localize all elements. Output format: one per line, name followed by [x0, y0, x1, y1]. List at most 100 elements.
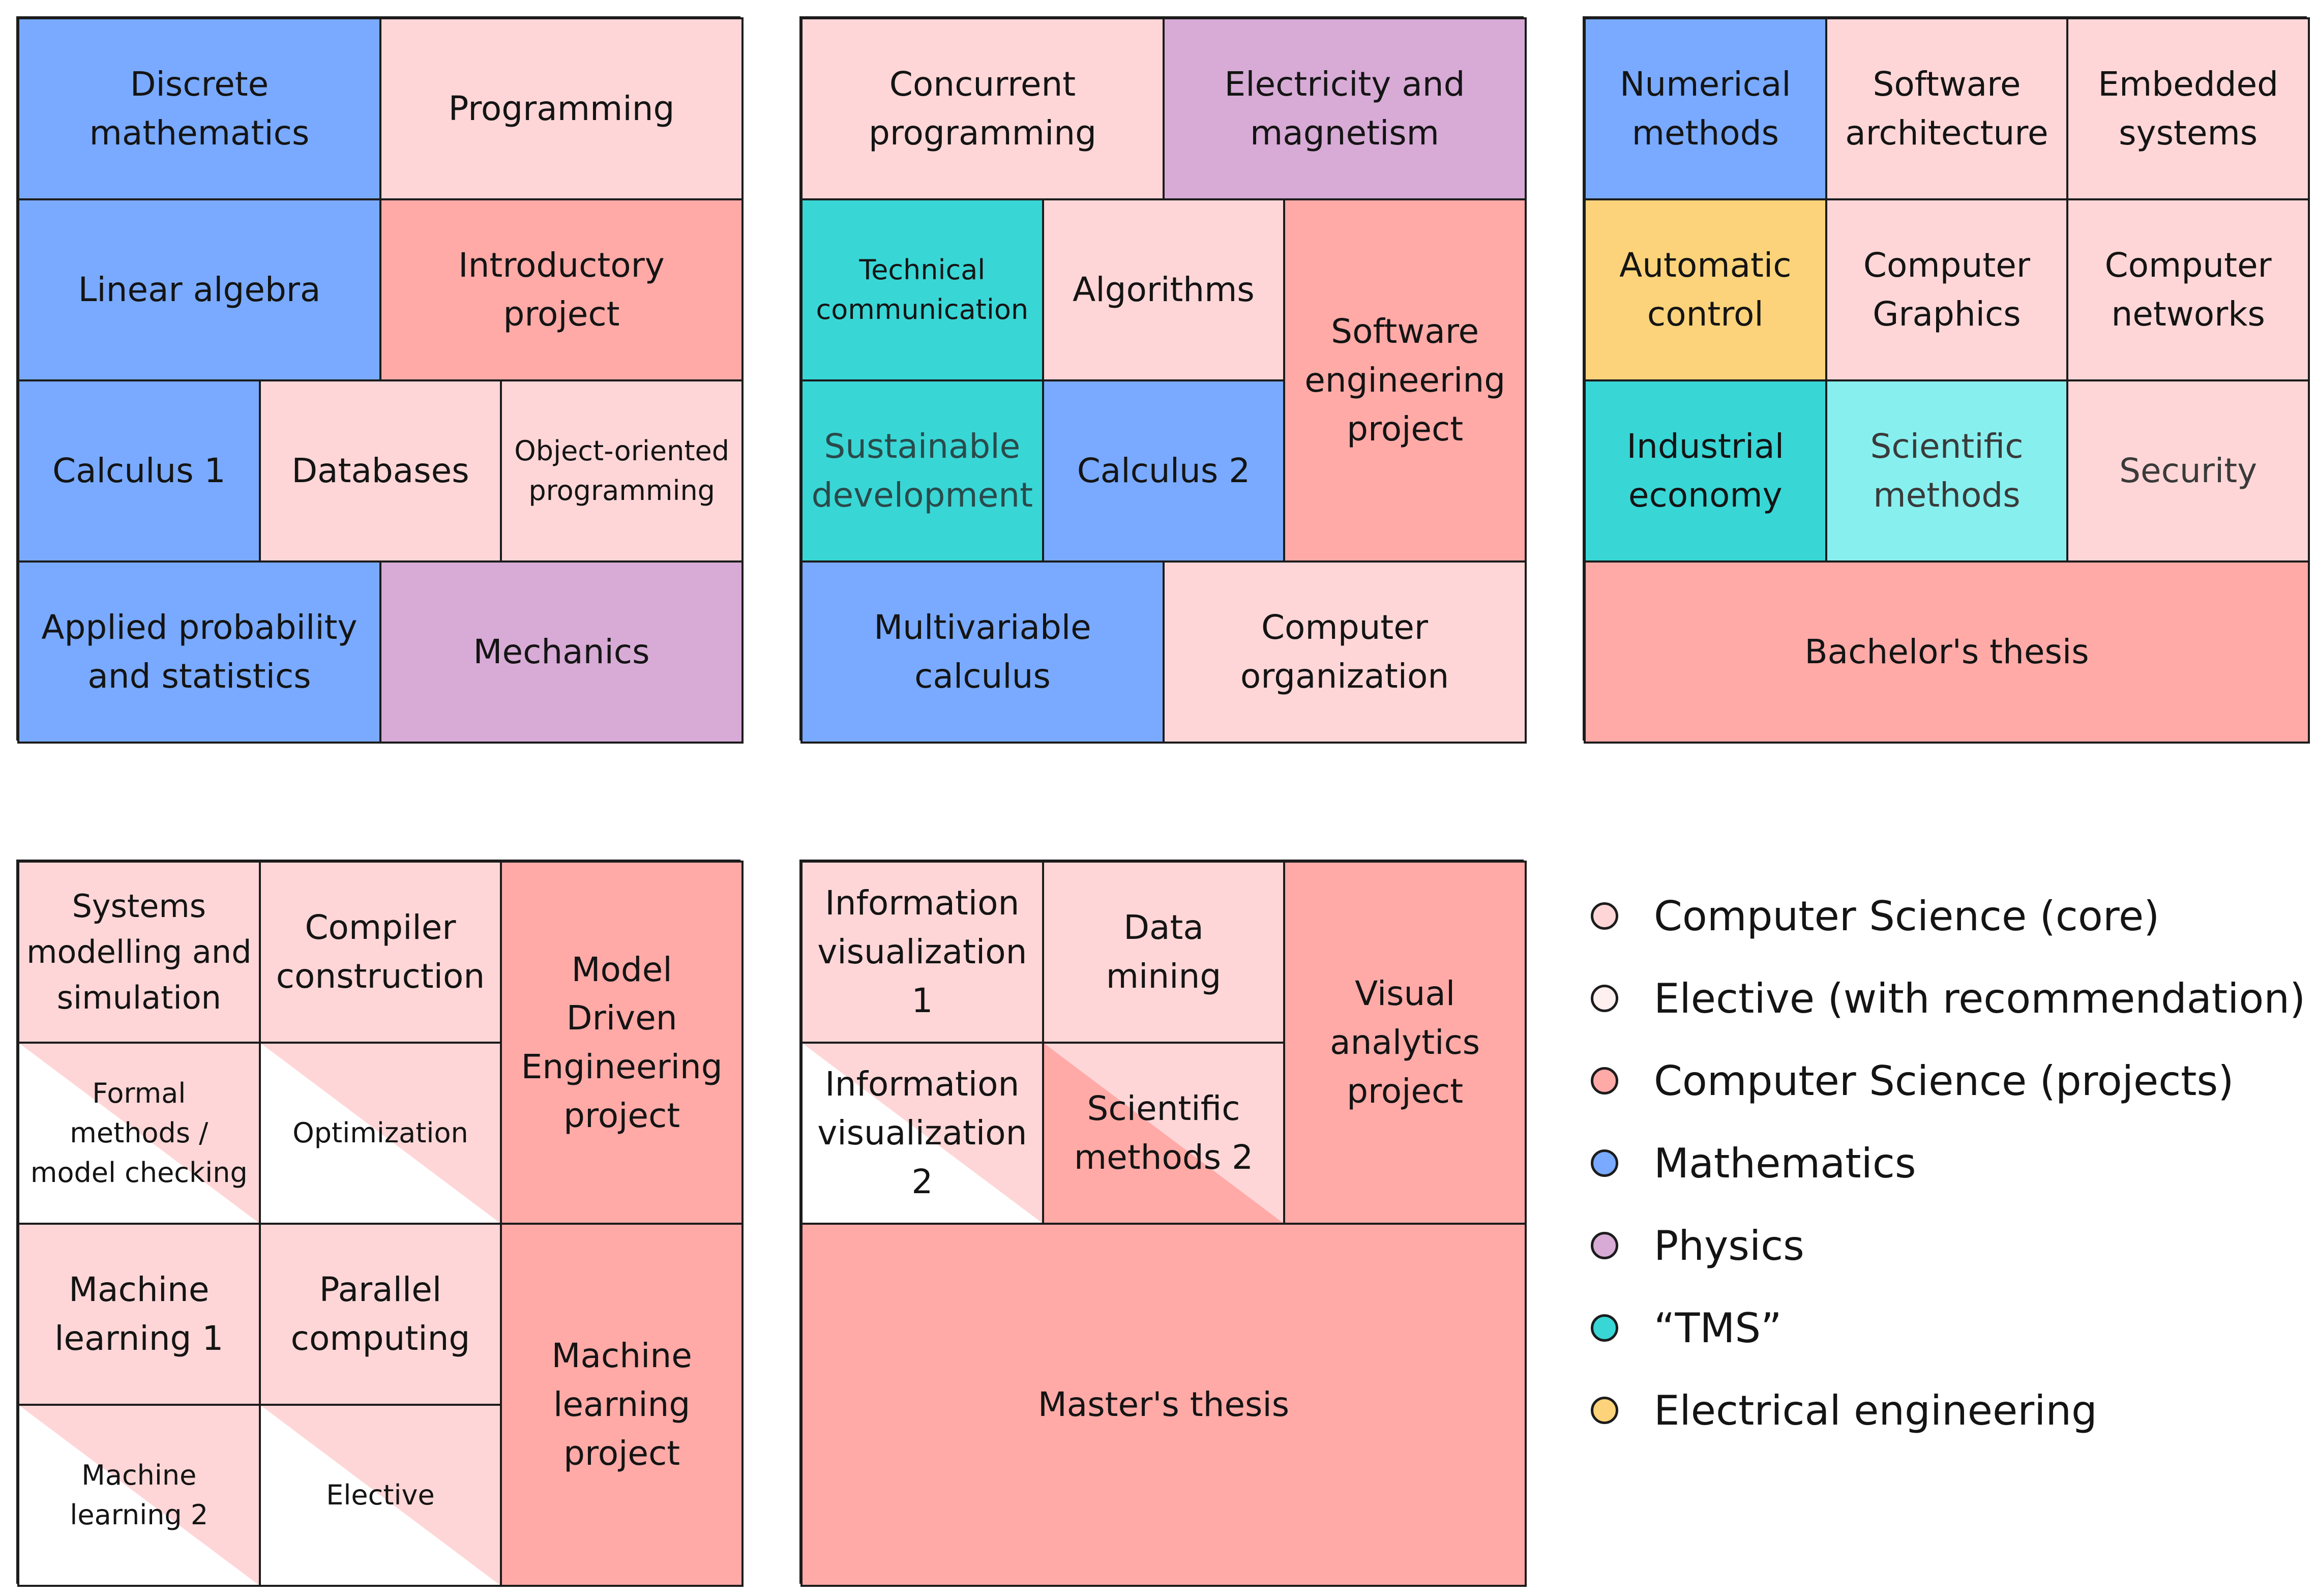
course-compiler-construction: Compiler construction [258, 861, 502, 1044]
course-calculus-1: Calculus 1 [17, 379, 261, 563]
course-label: Mechanics [473, 632, 650, 672]
course-applied-probability-and-statistics: Applied probability and statistics [17, 560, 381, 744]
course-label: Electricity and magnetism [1224, 65, 1465, 153]
course-calculus-2: Calculus 2 [1042, 379, 1286, 563]
course-automatic-control: Automatic control [1584, 198, 1827, 381]
course-label: Object-oriented programming [514, 434, 730, 507]
legend-dot-icon [1591, 1232, 1618, 1259]
legend-label: Computer Science (projects) [1654, 1057, 2234, 1105]
course-introductory-project: Introductory project [379, 198, 744, 381]
course-technical-communication: Technical communication [800, 198, 1044, 381]
course-sustainable-development: Sustainable development [800, 379, 1044, 563]
course-label: Elective [326, 1479, 435, 1511]
course-label: Applied probability and statistics [41, 608, 358, 696]
term-card-2: Concurrent programming Electricity and ma… [799, 16, 1527, 744]
course-label: Software engineering project [1304, 312, 1506, 449]
course-label: Model Driven Engineering project [521, 950, 723, 1135]
course-label: Machine learning 2 [70, 1459, 209, 1531]
course-machine-learning-1: Machine learning 1 [17, 1223, 261, 1406]
legend-dot-icon [1591, 985, 1618, 1012]
course-label: Programming [448, 89, 675, 129]
legend-item-tms: “TMS” [1591, 1287, 2303, 1369]
course-elective: Elective [258, 1404, 502, 1587]
course-industrial-economy: Industrial economy [1584, 379, 1827, 563]
legend-item-mathematics: Mathematics [1591, 1122, 2303, 1204]
course-model-driven-engineering-project: Model Driven Engineering project [500, 861, 744, 1225]
course-algorithms: Algorithms [1042, 198, 1286, 381]
legend-dot-icon [1591, 1067, 1618, 1095]
course-label: Bachelor's thesis [1804, 632, 2089, 672]
course-label: Software architecture [1845, 65, 2048, 153]
course-systems-modelling-and-simulation: Systems modelling and simulation [17, 861, 261, 1044]
term-card-4: Systems modelling and simulation Compiler… [16, 860, 744, 1587]
legend-label: Mathematics [1654, 1139, 1916, 1187]
legend-item-electrical: Electrical engineering [1591, 1369, 2303, 1452]
course-label: Calculus 2 [1077, 451, 1251, 491]
course-multivariable-calculus: Multivariable calculus [800, 560, 1165, 744]
legend: Computer Science (core) Elective (with r… [1591, 875, 2306, 1452]
course-label: Industrial economy [1626, 427, 1785, 515]
course-label: Scientific methods 2 [1074, 1089, 1254, 1177]
course-master-s-thesis: Master's thesis [800, 1223, 1527, 1587]
course-formal-methods-model-checking: Formal methods / model checking [17, 1042, 261, 1225]
course-computer-organization: Computer organization [1163, 560, 1527, 744]
course-parallel-computing: Parallel computing [258, 1223, 502, 1406]
course-label: Machine learning project [551, 1336, 692, 1473]
course-software-engineering-project: Software engineering project [1283, 198, 1527, 563]
course-label: Optimization [292, 1116, 468, 1149]
legend-label: Electrical engineering [1654, 1386, 2097, 1434]
course-electricity-and-magnetism: Electricity and magnetism [1163, 17, 1527, 200]
legend-item-elective: Elective (with recommendation) [1591, 957, 2306, 1040]
legend-dot-icon [1591, 1314, 1618, 1342]
course-embedded-systems: Embedded systems [2066, 17, 2310, 200]
course-object-oriented-programming: Object-oriented programming [500, 379, 744, 563]
legend-item-cs-projects: Computer Science (projects) [1591, 1040, 2303, 1122]
course-label: Computer networks [2104, 246, 2272, 334]
course-label: Calculus 1 [52, 451, 226, 491]
legend-label: Elective (with recommendation) [1654, 974, 2306, 1022]
course-computer-graphics: Computer Graphics [1825, 198, 2069, 381]
course-bachelor-s-thesis: Bachelor's thesis [1584, 560, 2310, 744]
course-label: Security [2119, 451, 2258, 491]
course-label: Information visualization 2 [817, 1065, 1027, 1201]
legend-dot-icon [1591, 1149, 1618, 1177]
course-label: Machine learning 1 [54, 1270, 224, 1358]
course-label: Compiler construction [276, 908, 485, 996]
course-label: Parallel computing [290, 1270, 470, 1358]
course-mechanics: Mechanics [379, 560, 744, 744]
legend-label: Physics [1654, 1222, 1804, 1269]
legend-dot-icon [1591, 902, 1618, 930]
course-label: Sustainable development [811, 427, 1033, 515]
term-card-5: Information visualization 1 Data mining Vi… [799, 860, 1527, 1587]
course-numerical-methods: Numerical methods [1584, 17, 1827, 200]
course-label: Systems modelling and simulation [26, 888, 252, 1016]
course-label: Information visualization 1 [817, 883, 1027, 1020]
course-computer-networks: Computer networks [2066, 198, 2310, 381]
course-label: Visual analytics project [1330, 974, 1480, 1111]
course-software-architecture: Software architecture [1825, 17, 2069, 200]
course-machine-learning-project: Machine learning project [500, 1223, 744, 1587]
legend-item-cs-core: Computer Science (core) [1591, 875, 2303, 957]
course-label: Numerical methods [1620, 65, 1791, 153]
course-label: Databases [291, 451, 469, 491]
legend-dot-icon [1591, 1397, 1618, 1424]
course-information-visualization-1: Information visualization 1 [800, 861, 1044, 1044]
course-label: Multivariable calculus [874, 608, 1091, 696]
course-label: Embedded systems [2098, 65, 2279, 153]
course-security: Security [2066, 379, 2310, 563]
course-label: Computer organization [1240, 608, 1449, 696]
legend-label: Computer Science (core) [1654, 892, 2160, 940]
course-label: Concurrent programming [868, 65, 1097, 153]
course-label: Technical communication [816, 253, 1029, 326]
course-programming: Programming [379, 17, 744, 200]
course-visual-analytics-project: Visual analytics project [1283, 861, 1527, 1225]
legend-item-physics: Physics [1591, 1204, 2303, 1287]
term-card-1: Discrete mathematics Programming Linear al… [16, 16, 744, 744]
course-label: Introductory project [458, 246, 665, 334]
term-card-3: Numerical methods Software architecture Em… [1583, 16, 2310, 744]
course-machine-learning-2: Machine learning 2 [17, 1404, 261, 1587]
course-information-visualization-2: Information visualization 2 [800, 1042, 1044, 1225]
course-label: Automatic control [1619, 246, 1792, 334]
course-scientific-methods-2: Scientific methods 2 [1042, 1042, 1286, 1225]
course-label: Scientific methods [1870, 427, 2024, 515]
